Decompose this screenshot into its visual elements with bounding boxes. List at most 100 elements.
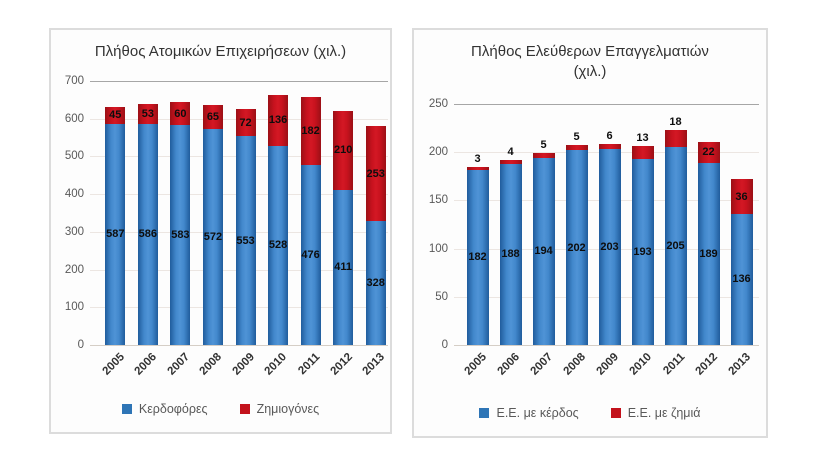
legend-item-profitable: Κερδοφόρες: [121, 402, 208, 416]
legend-label-freelancers-profit: Ε.Ε. με κέρδος: [496, 406, 579, 420]
bar-segment-Ε.Ε. με κέρδος-2005: [466, 169, 489, 345]
bar-segment-Ζημιογόνες-2008: [202, 104, 223, 130]
data-label-blue-2005: 587: [106, 228, 125, 241]
x-axis-label-2008: 2008: [197, 351, 225, 378]
legend-swatch-red: [610, 408, 621, 418]
bar-segment-Ε.Ε. με κέρδος-2006: [499, 163, 522, 345]
chart-title-line: Πλήθος Ελεύθερων Επαγγελματιών: [471, 43, 709, 60]
y-axis-tick-0: 0: [77, 339, 84, 351]
data-label-blue-2012: 411: [334, 261, 353, 274]
legend-label-freelancers-loss: Ε.Ε. με ζημιά: [627, 406, 701, 420]
data-label-red-2013: 253: [366, 167, 385, 180]
data-label-blue-2007: 583: [171, 229, 190, 242]
bar-segment-Κερδοφόρες-2008: [202, 129, 223, 345]
x-axis-label-2006: 2006: [132, 351, 160, 378]
bar-segment-Κερδοφόρες-2010: [268, 145, 289, 345]
x-axis-label-2008: 2008: [561, 351, 588, 378]
data-label-blue-2008: 572: [203, 231, 223, 244]
legend-swatch-blue: [479, 408, 490, 418]
chart-subtitle-line: (χιλ.): [573, 62, 607, 80]
data-label-red-2006: 53: [141, 108, 154, 120]
data-label-red-2012: 22: [702, 146, 715, 159]
bar-segment-Κερδοφόρες-2013: [365, 221, 386, 345]
x-axis-label-2005: 2005: [100, 351, 127, 378]
legend-label-profitable: Κερδοφόρες: [138, 402, 208, 416]
data-label-red-2010: 13: [636, 132, 649, 145]
legend-item-freelancers-loss: Ε.Ε. με ζημιά: [610, 406, 701, 420]
bar-segment-Ε.Ε. με κέρδος-2010: [631, 158, 654, 345]
x-axis-line: [90, 345, 388, 346]
bar-segment-Ζημιογόνες-2011: [300, 96, 321, 166]
x-axis-label-2013: 2013: [726, 351, 753, 378]
bar-segment-Ε.Ε. με ζημιά-2007: [532, 153, 555, 158]
bar-segment-Κερδοφόρες-2007: [170, 125, 191, 345]
bar-segment-Ε.Ε. με ζημιά-2012: [697, 141, 720, 163]
x-axis-label-2011: 2011: [295, 351, 323, 378]
bar-segment-Ε.Ε. με ζημιά-2009: [598, 143, 621, 150]
plot-area-freelancers: 0 50 100 150 200 250 182 3 2005 188 4 2006 194 5 2007 2…: [414, 30, 766, 436]
bar-segment-Ζημιογόνες-2007: [170, 102, 191, 126]
data-label-blue-2008: 202: [567, 241, 586, 254]
bar-segment-Ε.Ε. με κέρδος-2013: [730, 213, 753, 345]
data-label-blue-2006: 586: [138, 228, 158, 241]
x-axis-label-2009: 2009: [594, 351, 621, 378]
legend-individual-enterprises: Κερδοφόρες Ζημιογόνες: [51, 402, 390, 416]
y-axis-tick-250: 250: [428, 98, 448, 110]
data-label-red-2006: 4: [507, 145, 514, 158]
bar-segment-Ε.Ε. με ζημιά-2010: [631, 146, 654, 159]
bar-segment-Ζημιογόνες-2010: [268, 94, 289, 146]
data-label-red-2009: 6: [606, 129, 613, 142]
legend-label-loss-making: Ζημιογόνες: [256, 402, 320, 416]
bar-segment-Κερδοφόρες-2009: [235, 136, 256, 345]
x-axis-label-2005: 2005: [462, 351, 489, 378]
legend-swatch-blue: [121, 404, 132, 414]
bar-segment-Ε.Ε. με ζημιά-2011: [664, 130, 687, 148]
y-axis-tick-50: 50: [435, 290, 448, 303]
bar-segment-Ζημιογόνες-2013: [365, 125, 386, 222]
bar-segment-Ε.Ε. με κέρδος-2012: [697, 162, 720, 345]
x-axis-label-2013: 2013: [360, 351, 388, 378]
y-axis-tick-0: 0: [441, 339, 448, 351]
data-label-red-2005: 45: [109, 109, 122, 122]
data-label-blue-2009: 203: [600, 241, 619, 254]
chart-title-freelancers: Πλήθος Ελεύθερων Επαγγελματιών (χιλ.): [414, 42, 766, 81]
bar-segment-Κερδοφόρες-2012: [333, 189, 354, 345]
data-label-blue-2009: 553: [236, 234, 255, 247]
data-label-blue-2010: 193: [633, 245, 652, 258]
x-axis-label-2009: 2009: [230, 351, 257, 378]
data-label-blue-2005: 182: [468, 251, 487, 264]
y-axis-tick-200: 200: [64, 263, 84, 276]
bar-segment-Ζημιογόνες-2006: [137, 104, 158, 124]
y-axis-tick-700: 700: [64, 75, 84, 87]
data-label-blue-2013: 328: [366, 277, 385, 290]
bar-segment-Ζημιογόνες-2009: [235, 109, 256, 137]
data-label-red-2005: 3: [474, 152, 481, 165]
data-label-red-2009: 72: [239, 116, 252, 129]
y-axis-tick-500: 500: [64, 150, 84, 163]
y-axis-tick-100: 100: [428, 242, 448, 255]
data-label-red-2013: 36: [735, 190, 748, 203]
data-label-red-2008: 65: [206, 111, 220, 124]
bar-segment-Κερδοφόρες-2005: [105, 123, 126, 345]
bar-segment-Ε.Ε. με ζημιά-2006: [499, 159, 522, 164]
y-axis-tick-200: 200: [428, 146, 448, 159]
chart-title-line: Πλήθος Ατομικών Επιχειρήσεων (χιλ.): [94, 43, 347, 60]
bar-segment-Ε.Ε. με ζημιά-2005: [466, 166, 489, 170]
data-label-blue-2011: 205: [666, 240, 685, 253]
x-axis-label-2011: 2011: [660, 351, 687, 378]
data-label-red-2011: 182: [301, 125, 320, 138]
legend-item-loss-making: Ζημιογόνες: [239, 402, 320, 416]
bar-segment-Ε.Ε. με κέρδος-2007: [532, 157, 555, 345]
gridline-250: [454, 104, 759, 105]
x-axis-label-2012: 2012: [693, 351, 720, 378]
data-label-red-2010: 136: [268, 114, 288, 127]
bar-segment-Ε.Ε. με κέρδος-2009: [598, 149, 621, 345]
y-axis-tick-150: 150: [428, 194, 448, 207]
x-axis-label-2010: 2010: [262, 351, 290, 378]
y-axis-tick-400: 400: [64, 188, 84, 201]
y-axis-tick-600: 600: [64, 112, 84, 125]
bar-segment-Ε.Ε. με κέρδος-2011: [664, 147, 687, 345]
y-axis-tick-100: 100: [64, 301, 84, 314]
data-label-blue-2010: 528: [268, 239, 288, 252]
